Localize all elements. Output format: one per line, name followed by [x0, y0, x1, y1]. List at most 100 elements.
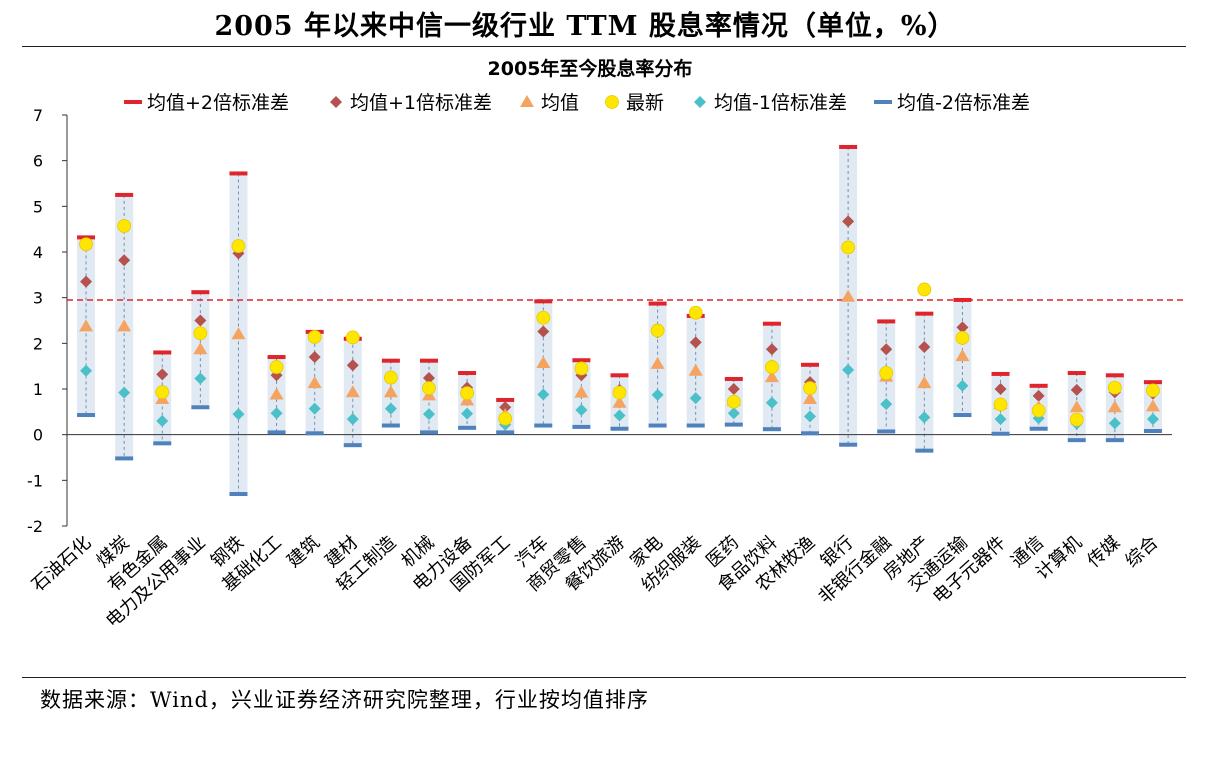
point-6-26	[1029, 426, 1048, 431]
point-6-3	[153, 441, 172, 446]
point-2-23	[918, 340, 931, 353]
point-4-23	[917, 282, 932, 297]
point-6-10	[419, 430, 438, 435]
legend-label: 均值-1倍标准差	[714, 92, 847, 114]
point-6-13	[534, 423, 553, 428]
point-4-2	[117, 219, 132, 233]
point-1-3	[153, 350, 172, 355]
y-tick-label: 5	[33, 197, 43, 216]
point-2-21	[842, 215, 855, 228]
axes: -2 -1 0 1 2 3 4 5 6 7	[27, 106, 1185, 536]
point-4-18	[726, 394, 741, 409]
legend-marker	[520, 95, 534, 107]
point-6-28	[1105, 438, 1124, 443]
point-4-1	[79, 237, 93, 252]
point-4-4	[193, 326, 208, 341]
point-3-5	[231, 327, 246, 340]
point-5-23	[918, 411, 931, 424]
legend-marker	[330, 96, 342, 108]
category-labels: 石油石化煤炭有色金属电力及公用事业钢铁基础化工建筑建材轻工制造机械电力设备国防军…	[28, 532, 1162, 632]
y-tick-label: 4	[33, 243, 43, 262]
point-2-7	[308, 351, 321, 364]
point-5-8	[346, 413, 359, 426]
point-3-16	[650, 356, 665, 369]
point-1-21	[839, 144, 858, 149]
point-6-20	[801, 431, 820, 436]
page-title: 2005 年以来中信一级行业 TTM 股息率情况（单位，%）	[214, 11, 956, 42]
point-3-2	[117, 319, 132, 332]
point-5-7	[308, 402, 321, 415]
point-3-28	[1107, 400, 1122, 413]
point-3-15	[612, 395, 627, 408]
point-3-13	[536, 355, 551, 368]
point-6-6	[267, 430, 286, 435]
legend-marker	[605, 95, 619, 109]
chart-legend: 均值+2倍标准差 均值+1倍标准差 均值 最新 均值-1倍标准差 均值-2倍标准差	[124, 92, 1030, 114]
point-1-2	[115, 192, 134, 197]
point-3-6	[269, 387, 284, 400]
point-3-17	[688, 363, 703, 376]
category-label: 传媒	[1083, 532, 1124, 572]
point-1-9	[381, 358, 400, 363]
point-4-6	[269, 360, 284, 374]
point-2-12	[499, 401, 512, 414]
point-5-6	[270, 407, 283, 420]
range-bands	[77, 146, 1162, 495]
title-divider	[22, 46, 1186, 47]
point-2-18	[727, 383, 740, 395]
point-1-6	[267, 355, 286, 360]
point-4-26	[1031, 403, 1046, 418]
category-label: 综合	[1121, 532, 1162, 572]
point-5-17	[689, 392, 702, 405]
point-6-2	[115, 456, 134, 461]
point-3-8	[345, 385, 360, 398]
legend-label: 最新	[626, 92, 664, 114]
point-5-25	[994, 413, 1007, 426]
legend-label: 均值-2倍标准差	[897, 92, 1030, 114]
point-1-14	[572, 358, 591, 363]
y-tick-label: -2	[27, 517, 43, 536]
point-4-12	[498, 411, 513, 426]
point-5-15	[613, 409, 626, 422]
point-1-16	[648, 301, 667, 306]
point-6-12	[496, 430, 515, 435]
point-5-19	[765, 396, 778, 409]
point-3-1	[79, 319, 94, 332]
y-tick-label: 3	[33, 289, 43, 308]
point-1-15	[610, 373, 629, 378]
point-3-27	[1069, 400, 1084, 413]
point-3-29	[1145, 399, 1160, 412]
point-6-11	[458, 425, 477, 430]
point-4-21	[841, 240, 856, 255]
point-1-10	[419, 358, 438, 363]
point-3-14	[574, 385, 589, 398]
point-1-25	[991, 371, 1010, 376]
y-tick-label: 2	[33, 334, 43, 353]
point-2-2	[118, 254, 131, 267]
point-5-20	[804, 410, 817, 423]
point-4-19	[765, 360, 779, 374]
point-1-11	[458, 371, 477, 376]
point-2-22	[880, 343, 893, 356]
point-4-22	[879, 366, 894, 380]
point-4-10	[422, 381, 436, 395]
point-6-8	[343, 443, 362, 448]
point-5-29	[1146, 413, 1159, 426]
legend-marker	[694, 96, 706, 108]
y-tick-label: 0	[33, 426, 43, 445]
point-1-23	[915, 311, 934, 316]
point-6-25	[991, 431, 1010, 436]
point-5-1	[80, 364, 93, 377]
point-2-13	[537, 325, 550, 338]
dividend-yield-chart: 2005年至今股息率分布 均值+2倍标准差 均值+1倍标准差 均值 最新 均值-1倍标准…	[27, 57, 1185, 632]
point-4-20	[803, 381, 817, 395]
point-5-16	[651, 388, 664, 401]
point-5-4	[194, 372, 207, 385]
data-marks	[77, 144, 1162, 497]
point-4-24	[955, 330, 970, 345]
point-1-24	[953, 297, 972, 302]
point-4-29	[1146, 383, 1160, 398]
point-1-5	[229, 171, 248, 176]
point-1-18	[724, 376, 743, 381]
point-2-19	[765, 343, 778, 356]
